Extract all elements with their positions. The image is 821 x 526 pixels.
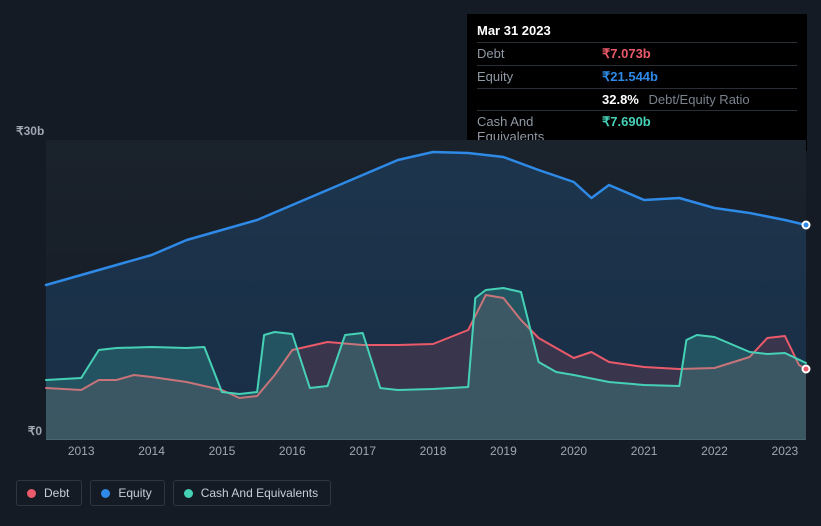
legend-item[interactable]: Debt [16,480,82,506]
legend-dot-icon [101,489,110,498]
x-tick: 2015 [209,444,236,458]
debt-equity-chart: ₹30b ₹0 2013 2014 2015 2016 2017 2018 2019 2020… [16,120,806,470]
x-tick: 2019 [490,444,517,458]
x-tick: 2017 [349,444,376,458]
x-tick: 2013 [68,444,95,458]
legend-dot-icon [184,489,193,498]
tooltip-row-label [477,92,602,107]
x-tick: 2016 [279,444,306,458]
x-tick: 2023 [772,444,799,458]
y-tick-min: ₹0 [16,424,42,438]
tooltip-row-sub: Debt/Equity Ratio [645,92,750,107]
x-tick: 2020 [560,444,587,458]
legend-dot-icon [27,489,36,498]
tooltip-row-label: Equity [477,69,602,85]
plot-area [46,140,806,440]
tooltip-date: Mar 31 2023 [477,20,797,42]
x-tick: 2014 [138,444,165,458]
x-tick: 2022 [701,444,728,458]
legend-label: Equity [118,486,151,500]
tooltip-row-label: Debt [477,46,602,62]
x-axis-labels: 2013 2014 2015 2016 2017 2018 2019 2020 2021 2022… [46,444,806,464]
legend-item[interactable]: Cash And Equivalents [173,480,331,506]
legend-label: Debt [44,486,69,500]
tooltip-row-value: ₹21.544b [602,69,658,85]
y-tick-max: ₹30b [16,124,42,138]
x-tick: 2021 [631,444,658,458]
x-tick: 2018 [420,444,447,458]
tooltip-row-value: ₹7.073b [602,46,651,62]
tooltip-row-value: 32.8% Debt/Equity Ratio [602,92,750,107]
legend-label: Cash And Equivalents [201,486,318,500]
series-end-marker [802,221,811,230]
tooltip-row: 32.8% Debt/Equity Ratio [477,88,797,110]
series-end-marker [802,365,811,374]
tooltip-row: Debt₹7.073b [477,42,797,65]
tooltip-row: Equity₹21.544b [477,65,797,88]
legend: Debt Equity Cash And Equivalents [16,480,331,506]
legend-item[interactable]: Equity [90,480,164,506]
